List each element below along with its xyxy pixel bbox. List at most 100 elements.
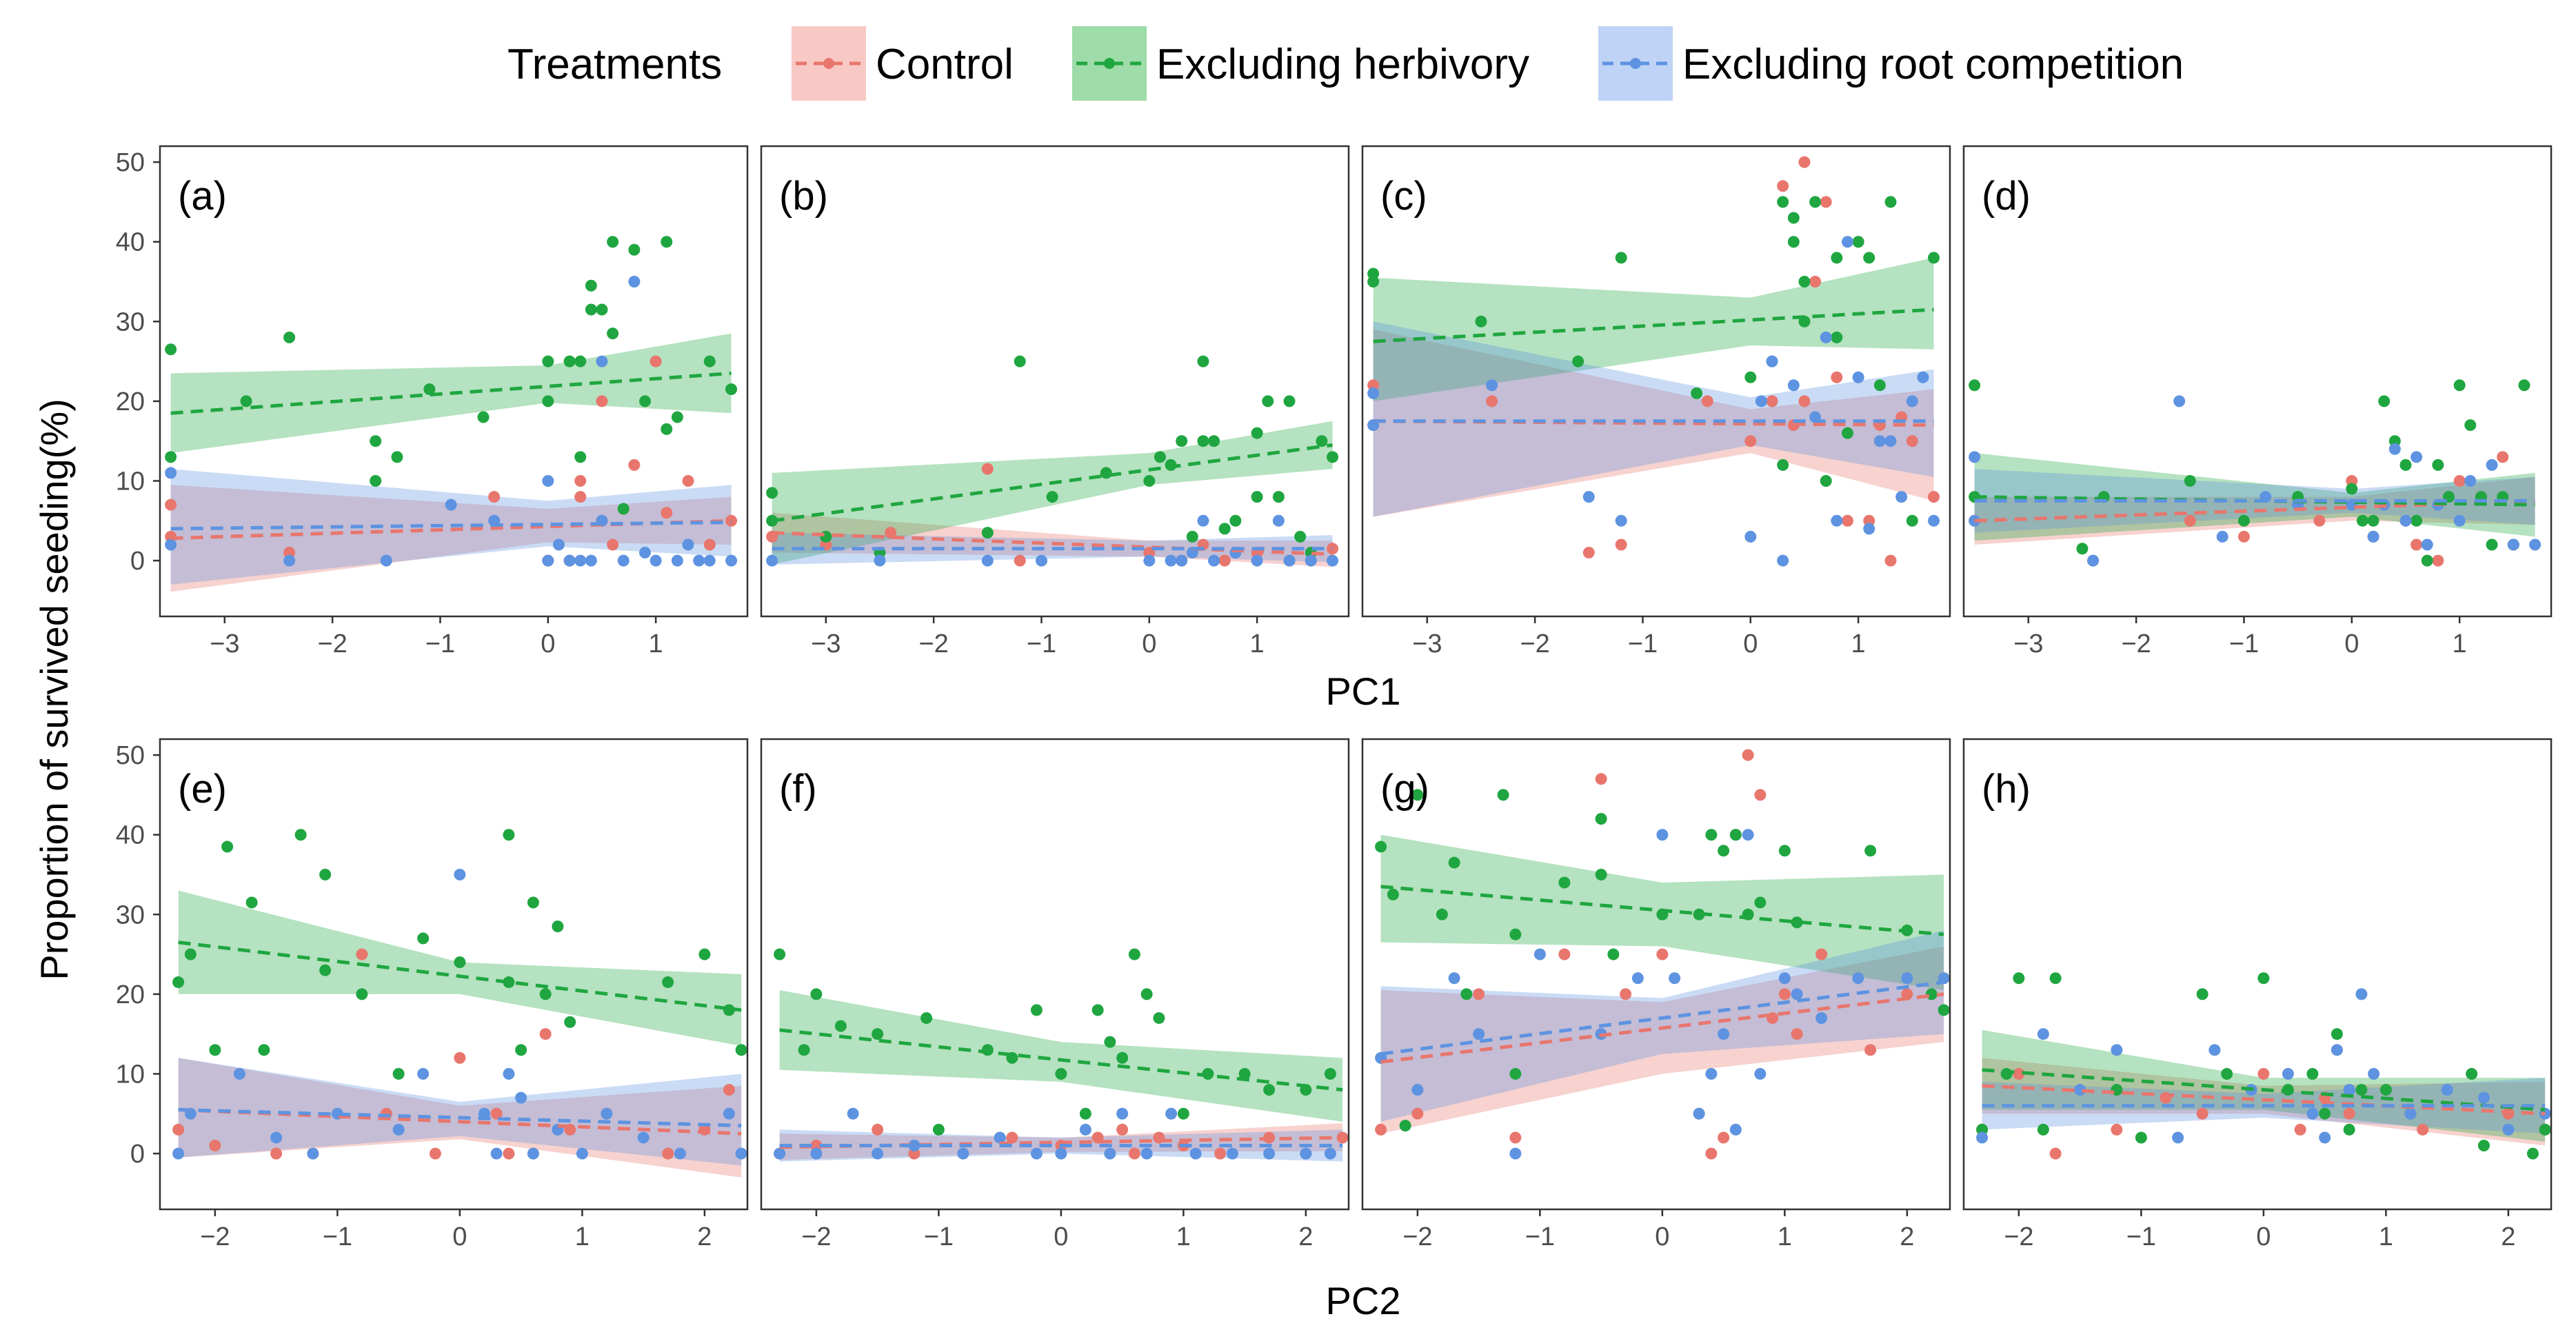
data-point <box>283 554 296 567</box>
data-point <box>1729 829 1742 841</box>
data-point <box>1283 395 1296 407</box>
data-point <box>2172 1131 2184 1144</box>
data-point <box>1448 856 1460 869</box>
fit-line <box>1380 980 1944 1056</box>
data-point <box>1197 514 1209 527</box>
x-tick-label: −1 <box>1525 1222 1555 1251</box>
data-point <box>1189 1147 1202 1160</box>
fit-line <box>178 940 742 1012</box>
data-point <box>1035 554 1047 567</box>
x-tick-label: −1 <box>2126 1222 2156 1251</box>
x-tick-label: 2 <box>2501 1222 2515 1251</box>
panel-f: (f) −2 −1 0 1 2 <box>760 738 1350 1251</box>
data-point <box>2486 538 2498 551</box>
data-point <box>2074 1084 2086 1096</box>
ci-band <box>1380 930 1944 1122</box>
panel-background <box>761 146 1349 616</box>
data-point <box>1809 196 1822 208</box>
data-point <box>165 538 177 551</box>
legend-item-root: Excluding root competition <box>1598 26 2184 101</box>
data-point <box>1475 315 1487 328</box>
data-point <box>1884 435 1897 447</box>
x-axis-title-pc2: PC2 <box>1326 1279 1401 1322</box>
data-point <box>542 474 554 487</box>
ci-band <box>178 890 742 1047</box>
data-point <box>574 474 587 487</box>
data-point <box>417 932 430 945</box>
data-point <box>2466 1067 2478 1080</box>
data-point <box>1744 530 1757 543</box>
data-point <box>2221 1067 2233 1080</box>
data-point <box>2196 1107 2208 1120</box>
plot-area <box>1367 156 1940 567</box>
x-tick-label: −2 <box>2121 629 2151 658</box>
data-point <box>1777 554 1789 567</box>
data-point <box>307 1147 319 1160</box>
ci-band <box>1373 257 1934 401</box>
data-point <box>221 840 234 853</box>
data-point <box>723 1084 735 1096</box>
data-point <box>1864 845 1877 857</box>
data-point <box>766 487 778 499</box>
data-point <box>1884 554 1897 567</box>
data-point <box>2502 1123 2515 1136</box>
data-point <box>585 279 597 292</box>
x-tick-label: −1 <box>1027 629 1056 658</box>
data-point <box>1128 1147 1140 1160</box>
data-point <box>617 554 630 567</box>
data-point <box>1324 1067 1336 1080</box>
data-point <box>2343 1123 2355 1136</box>
panel-border <box>1361 738 1951 1211</box>
data-point <box>2421 538 2433 551</box>
data-point <box>1705 829 1718 841</box>
data-point <box>628 459 641 471</box>
y-tick-label: 20 <box>116 980 145 1009</box>
data-point <box>2257 1067 2270 1080</box>
fit-line <box>772 531 1333 556</box>
data-point <box>1327 451 1339 463</box>
x-tick-label: −2 <box>2004 1222 2033 1251</box>
x-tick-label: 1 <box>1778 1222 1792 1251</box>
data-point <box>1863 523 1875 535</box>
data-point <box>1691 387 1703 399</box>
data-point <box>638 395 651 407</box>
data-point <box>1901 972 1913 985</box>
data-point <box>370 435 382 447</box>
data-point <box>1884 196 1897 208</box>
data-point <box>1595 869 1607 881</box>
y-tick-label: 20 <box>116 387 145 416</box>
data-point <box>1791 1028 1803 1040</box>
data-point <box>1841 236 1853 248</box>
data-point <box>564 1016 576 1028</box>
data-point <box>417 1067 430 1080</box>
data-point <box>1305 554 1317 567</box>
data-point <box>725 554 738 567</box>
data-point <box>1251 491 1263 503</box>
panel-border <box>1962 145 2553 618</box>
data-point <box>872 1147 884 1160</box>
x-tick-label: −2 <box>918 629 948 658</box>
data-point <box>380 554 392 567</box>
x-tick-label: 0 <box>2256 1222 2271 1251</box>
data-point <box>1815 948 1828 960</box>
legend-swatch-point <box>1630 58 1641 69</box>
panel-b: (b) −3 −2 −1 0 1 <box>760 145 1350 658</box>
data-point <box>1014 554 1026 567</box>
data-point <box>661 236 673 248</box>
data-point <box>671 554 683 567</box>
data-point <box>2388 443 2401 455</box>
data-point <box>1509 1131 1522 1144</box>
data-point <box>637 1131 650 1144</box>
y-axis-title: Proportion of survived seeding(%) <box>32 399 76 980</box>
data-point <box>319 964 332 976</box>
data-point <box>885 527 897 539</box>
data-point <box>1014 355 1026 367</box>
data-point <box>674 1147 686 1160</box>
data-point <box>1143 554 1156 567</box>
data-point <box>1693 1107 1705 1120</box>
data-point <box>1006 1131 1018 1144</box>
data-point <box>1787 236 1800 248</box>
data-point <box>774 948 786 960</box>
